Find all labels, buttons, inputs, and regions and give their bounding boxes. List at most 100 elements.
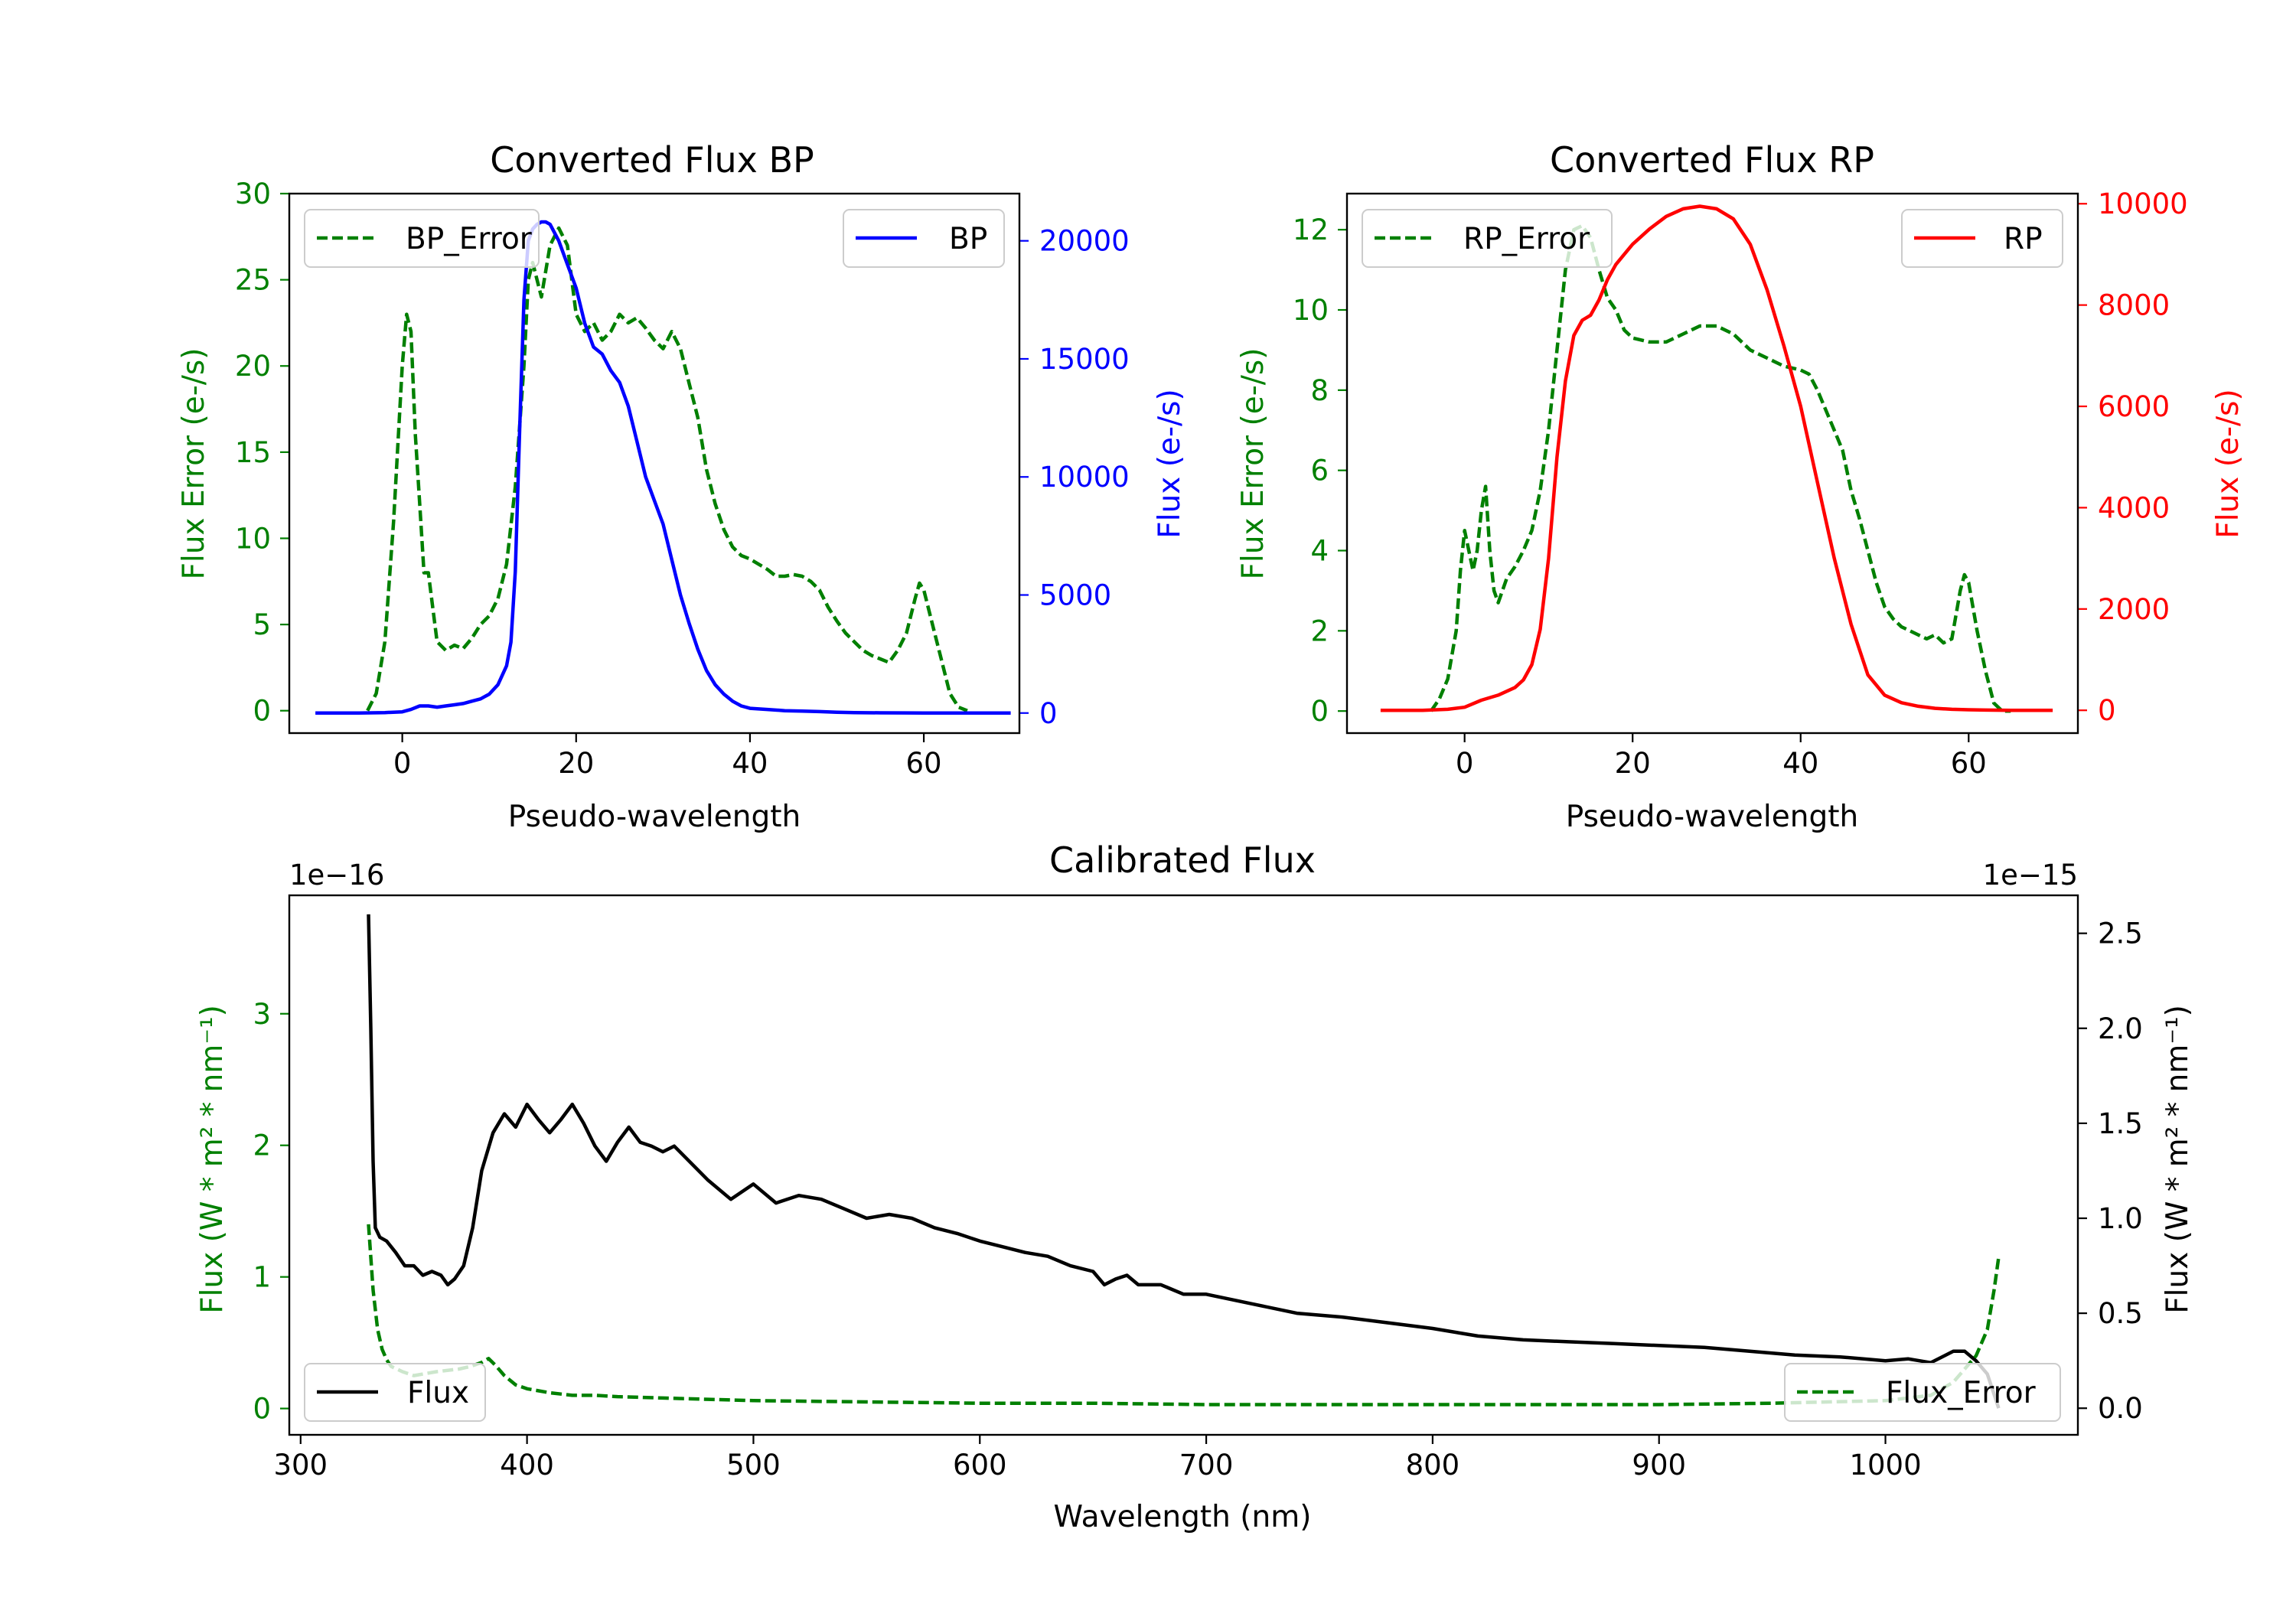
bp-legend-right-box [843,209,1005,268]
calibrated-xtick-label: 400 [500,1449,554,1482]
rp-legend-right: RP [1901,209,2063,268]
rp-ytick-left-label: 8 [1310,374,1329,407]
calibrated-xtick-label: 600 [953,1449,1007,1482]
bp-series-bp-error [366,226,968,712]
calibrated-ytick-right-label: 0.5 [2098,1297,2143,1330]
rp-ytick-right-label: 6000 [2098,390,2170,423]
calibrated-offset-right: 1e−15 [1983,859,2078,892]
bp-legend-label: BP [949,222,987,256]
rp-legend-left: RP_Error [1362,209,1613,268]
rp-ytick-right-label: 10000 [2098,187,2188,220]
bp-ytick-left-label: 10 [235,522,271,555]
bp-ylabel-right: Flux (e-/s) [1153,389,1187,538]
calibrated-ytick-right-label: 2.5 [2098,918,2143,950]
bp-ytick-right-label: 15000 [1039,343,1130,376]
calibrated-xtick-label: 700 [1179,1449,1234,1482]
rp-ytick-right-label: 0 [2098,694,2116,727]
calibrated-series-flux [367,914,2001,1409]
flux-error-legend-label: Flux_Error [1886,1376,2037,1410]
flux-legend-label: Flux [407,1376,469,1410]
calibrated-offset-left: 1e−16 [289,859,384,892]
calibrated-legend-right: Flux_Error [1784,1363,2061,1422]
bp-ytick-left-label: 25 [235,264,271,297]
rp-ytick-left-label: 10 [1293,294,1329,327]
calibrated-ylabel-left: Flux (W * m² * nm⁻¹) [195,1005,230,1314]
rp-ytick-left-label: 12 [1293,214,1329,246]
bp-series-bp [315,220,1011,715]
rp-series-rp [1380,204,2053,712]
bp-axes-frame [288,192,1021,735]
calibrated-xtick-label: 500 [726,1449,781,1482]
rp-ylabel-left: Flux Error (e-/s) [1236,348,1270,580]
calibrated-ytick-right-label: 1.0 [2098,1202,2143,1235]
bp-ytick-right-label: 5000 [1039,579,1111,612]
rp-plot-area [1380,204,2053,713]
rp-xtick-label: 20 [1615,747,1651,780]
flux-legend-box [304,1363,486,1422]
bp-ytick-left-label: 30 [235,178,271,210]
bp-title: Converted Flux BP [490,139,814,181]
bp-error-legend-label: BP_Error [406,222,533,256]
rp-xtick-label: 60 [1951,747,1987,780]
rp-ytick-left-label: 2 [1310,614,1329,647]
rp-ytick-left-label: 6 [1310,455,1329,487]
rp-title: Converted Flux RP [1550,139,1874,181]
calibrated-ytick-left-label: 1 [253,1261,271,1294]
calibrated-ytick-right-label: 2.0 [2098,1012,2143,1045]
bp-ytick-right-label: 10000 [1039,461,1130,494]
rp-ticks: 0 20 40 60 0 2 4 6 8 10 12 0 2000 4000 6000 8000 10000 [1293,187,2188,780]
rp-panel: Converted Flux RP Pseudo-wavelength Flux… [1236,139,2245,834]
rp-ytick-left-label: 4 [1310,535,1329,568]
bp-ytick-right-label: 0 [1039,697,1058,730]
rp-ylabel-right: Flux (e-/s) [2211,389,2245,538]
calibrated-title: Calibrated Flux [1049,839,1316,881]
rp-axes-frame [1345,192,2079,735]
bp-ytick-left-label: 15 [235,436,271,469]
rp-xtick-label: 40 [1782,747,1818,780]
rp-legend-right-box [1901,209,2063,268]
calibrated-ytick-right-label: 0.0 [2098,1392,2143,1425]
flux-error-legend-box [1784,1363,2061,1422]
rp-series-rp-error [1429,223,2011,713]
calibrated-ytick-right-label: 1.5 [2098,1107,2143,1140]
calibrated-panel: Calibrated Flux Wavelength (nm) Flux (W … [195,839,2195,1534]
bp-legend-left: BP_Error [304,209,540,268]
rp-error-legend-label: RP_Error [1463,222,1590,256]
bp-xtick-label: 20 [558,747,594,780]
calibrated-xtick-label: 300 [273,1449,328,1482]
calibrated-xtick-label: 800 [1406,1449,1460,1482]
bp-xtick-label: 60 [906,747,942,780]
bp-ticks: 0 20 40 60 0 5 10 15 20 25 30 0 5000 10000 15000 20000 [235,178,1130,780]
rp-xtick-label: 0 [1456,747,1474,780]
calibrated-xtick-label: 900 [1632,1449,1686,1482]
bp-xtick-label: 0 [393,747,412,780]
rp-ytick-left-label: 0 [1310,695,1329,728]
bp-plot-area [315,220,1011,715]
rp-xlabel: Pseudo-wavelength [1566,800,1858,834]
calibrated-xlabel: Wavelength (nm) [1054,1500,1312,1534]
rp-ytick-right-label: 8000 [2098,289,2170,322]
rp-legend-left-box [1362,209,1613,268]
calibrated-ytick-left-label: 0 [253,1393,271,1426]
bp-ytick-left-label: 0 [253,695,271,728]
calibrated-ylabel-right: Flux (W * m² * nm⁻¹) [2161,1005,2195,1314]
bp-ytick-right-label: 20000 [1039,225,1130,258]
calibrated-xtick-label: 1000 [1849,1449,1921,1482]
bp-ytick-left-label: 5 [253,608,271,641]
calibrated-legend-left: Flux [304,1363,486,1422]
calibrated-ytick-left-label: 3 [253,998,271,1031]
bp-ylabel-left: Flux Error (e-/s) [177,348,211,580]
bp-legend-right: BP [843,209,1005,268]
bp-xlabel: Pseudo-wavelength [508,800,801,834]
bp-ytick-left-label: 20 [235,350,271,383]
bp-xtick-label: 40 [732,747,768,780]
calibrated-ytick-left-label: 2 [253,1129,271,1162]
calibrated-axes-frame [288,894,2079,1436]
bp-panel: Converted Flux BP Pseudo-wavelength Flux… [177,139,1187,834]
rp-ytick-right-label: 4000 [2098,491,2170,524]
rp-legend-label: RP [2004,222,2043,256]
rp-ytick-right-label: 2000 [2098,593,2170,626]
calibrated-ticks: 300 400 500 600 700 800 900 1000 0 1 2 3 0.0 0.5 1.0 1.… [253,918,2142,1482]
bp-legend-left-box [304,209,540,268]
